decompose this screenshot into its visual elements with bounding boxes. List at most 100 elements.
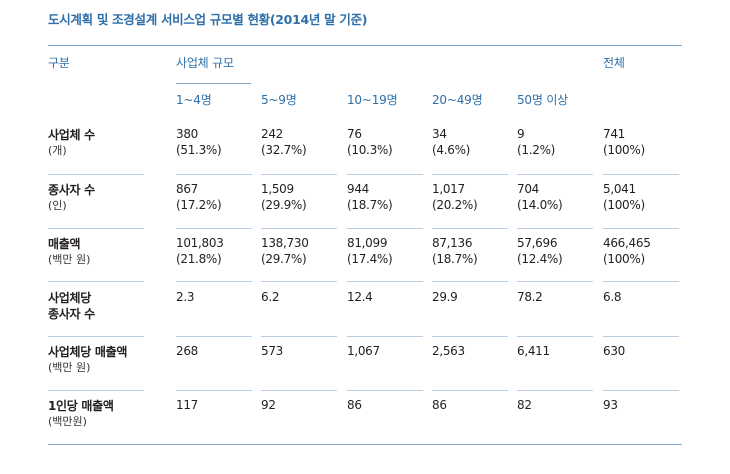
table-cell: 34 (4.6%) xyxy=(432,126,470,158)
table-cell: 101,803 (21.8%) xyxy=(176,235,224,267)
cell-percent: (29.7%) xyxy=(261,252,307,266)
cell-value: 6.8 xyxy=(603,290,622,304)
row-separator xyxy=(48,390,144,391)
cell-percent: (14.0%) xyxy=(517,198,563,212)
cell-value: 92 xyxy=(261,398,276,412)
table-cell: 704 (14.0%) xyxy=(517,181,563,213)
cell-value: 1,509 xyxy=(261,182,294,196)
cell-value: 101,803 xyxy=(176,236,224,250)
row-separator xyxy=(176,281,252,282)
row-separator xyxy=(261,390,337,391)
row-separator xyxy=(48,228,144,229)
table-cell: 630 xyxy=(603,343,625,359)
cell-value: 2,563 xyxy=(432,344,465,358)
cell-value: 9 xyxy=(517,127,525,141)
row-unit: (인) xyxy=(48,199,67,212)
table-cell: 9 (1.2%) xyxy=(517,126,555,158)
row-label: 사업체당 xyxy=(48,291,91,305)
row-separator xyxy=(432,336,508,337)
row-separator xyxy=(603,336,679,337)
cell-value: 78.2 xyxy=(517,290,543,304)
cell-percent: (10.3%) xyxy=(347,143,393,157)
cell-value: 81,099 xyxy=(347,236,388,250)
row-separator xyxy=(432,281,508,282)
cell-value: 86 xyxy=(432,398,447,412)
cell-value: 6,411 xyxy=(517,344,550,358)
cell-percent: (100%) xyxy=(603,198,645,212)
table-cell: 6,411 xyxy=(517,343,550,359)
cell-value: 5,041 xyxy=(603,182,636,196)
cell-value: 57,696 xyxy=(517,236,558,250)
row-separator xyxy=(603,174,679,175)
table-cell: 944 (18.7%) xyxy=(347,181,393,213)
table-cell: 117 xyxy=(176,397,198,413)
table-title: 도시계획 및 조경설계 서비스업 규모별 현황(2014년 말 기준) xyxy=(48,12,368,27)
cell-value: 1,017 xyxy=(432,182,465,196)
table-cell: 2,563 xyxy=(432,343,465,359)
table-cell: 741 (100%) xyxy=(603,126,645,158)
cell-value: 573 xyxy=(261,344,284,358)
row-separator xyxy=(432,174,508,175)
size-header-3: 10~19명 xyxy=(347,93,398,107)
row-separator xyxy=(261,174,337,175)
cell-percent: (29.9%) xyxy=(261,198,307,212)
row-separator xyxy=(603,228,679,229)
row-unit: (백만 원) xyxy=(48,253,91,266)
row-separator xyxy=(176,228,252,229)
row-separator xyxy=(48,281,144,282)
row-separator xyxy=(176,390,252,391)
size-header-2: 5~9명 xyxy=(261,93,297,107)
row-unit: (백만원) xyxy=(48,415,87,428)
table-cell: 12.4 xyxy=(347,289,373,305)
row-separator xyxy=(603,390,679,391)
cell-value: 12.4 xyxy=(347,290,373,304)
header-category: 구분 xyxy=(48,56,70,70)
row-label: 매출액 xyxy=(48,237,81,251)
cell-percent: (18.7%) xyxy=(432,252,478,266)
row-separator xyxy=(176,174,252,175)
table-cell: 138,730 (29.7%) xyxy=(261,235,309,267)
cell-value: 76 xyxy=(347,127,362,141)
table-cell: 268 xyxy=(176,343,198,359)
row-label-line2: 종사자 수 xyxy=(48,307,95,321)
table-cell: 5,041 (100%) xyxy=(603,181,645,213)
cell-percent: (4.6%) xyxy=(432,143,471,157)
table-cell: 380 (51.3%) xyxy=(176,126,222,158)
table-cell: 1,509 (29.9%) xyxy=(261,181,307,213)
table-cell: 1,017 (20.2%) xyxy=(432,181,478,213)
cell-value: 93 xyxy=(603,398,618,412)
row-label: 종사자 수 xyxy=(48,183,95,197)
cell-percent: (12.4%) xyxy=(517,252,563,266)
row-label: 사업체 수 xyxy=(48,128,95,142)
table-cell: 57,696 (12.4%) xyxy=(517,235,563,267)
cell-value: 380 xyxy=(176,127,199,141)
cell-percent: (32.7%) xyxy=(261,143,307,157)
cell-value: 34 xyxy=(432,127,447,141)
row-separator xyxy=(517,281,593,282)
row-separator xyxy=(347,281,423,282)
table-cell: 86 xyxy=(432,397,447,413)
size-group-rule xyxy=(176,83,251,84)
table-cell: 1,067 xyxy=(347,343,380,359)
row-separator xyxy=(261,281,337,282)
table-cell: 6.8 xyxy=(603,289,621,305)
size-header-1: 1~4명 xyxy=(176,93,212,107)
bottom-rule xyxy=(48,444,682,445)
cell-value: 1,067 xyxy=(347,344,380,358)
cell-value: 82 xyxy=(517,398,532,412)
row-separator xyxy=(517,228,593,229)
size-header-5: 50명 이상 xyxy=(517,93,569,107)
table-cell: 81,099 (17.4%) xyxy=(347,235,393,267)
cell-value: 268 xyxy=(176,344,199,358)
row-label: 1인당 매출액 xyxy=(48,399,114,413)
table-cell: 573 xyxy=(261,343,283,359)
cell-percent: (17.4%) xyxy=(347,252,393,266)
table-cell: 6.2 xyxy=(261,289,279,305)
header-size-group: 사업체 규모 xyxy=(176,56,234,70)
row-separator xyxy=(48,336,144,337)
cell-value: 29.9 xyxy=(432,290,458,304)
cell-value: 466,465 xyxy=(603,236,651,250)
table-cell: 82 xyxy=(517,397,532,413)
row-separator xyxy=(432,228,508,229)
table-cell: 29.9 xyxy=(432,289,458,305)
